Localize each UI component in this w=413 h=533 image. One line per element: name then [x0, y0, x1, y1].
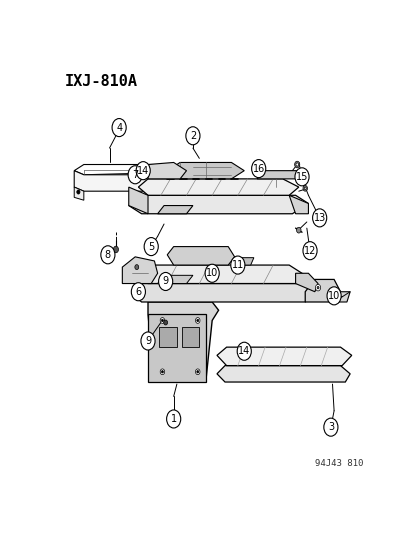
Circle shape — [136, 161, 150, 180]
Text: 13: 13 — [313, 213, 325, 223]
Polygon shape — [167, 247, 234, 265]
Circle shape — [230, 256, 244, 274]
Circle shape — [112, 118, 126, 136]
Text: 14: 14 — [237, 346, 250, 356]
Text: 4: 4 — [116, 123, 122, 133]
Polygon shape — [159, 327, 176, 347]
Circle shape — [302, 241, 316, 260]
Polygon shape — [122, 257, 157, 284]
Circle shape — [140, 332, 155, 350]
Polygon shape — [138, 265, 304, 284]
Text: 16: 16 — [252, 164, 264, 174]
Circle shape — [166, 410, 180, 428]
Text: 9: 9 — [162, 277, 169, 286]
Text: 6: 6 — [135, 287, 141, 297]
Circle shape — [315, 284, 320, 291]
Polygon shape — [295, 273, 317, 292]
Circle shape — [251, 159, 265, 177]
Text: 11: 11 — [231, 260, 243, 270]
Polygon shape — [157, 206, 192, 214]
Text: IXJ-810A: IXJ-810A — [64, 74, 137, 89]
Polygon shape — [74, 187, 83, 200]
Text: 1: 1 — [170, 414, 176, 424]
Text: 9: 9 — [145, 336, 151, 346]
Circle shape — [316, 286, 318, 289]
Polygon shape — [164, 187, 170, 199]
Polygon shape — [330, 292, 349, 302]
Circle shape — [323, 418, 337, 436]
Circle shape — [160, 369, 164, 375]
Circle shape — [128, 166, 142, 184]
Circle shape — [76, 190, 80, 194]
Polygon shape — [288, 195, 308, 214]
Polygon shape — [231, 257, 253, 265]
Circle shape — [312, 209, 326, 227]
Polygon shape — [157, 276, 192, 284]
Text: 94J43 810: 94J43 810 — [314, 459, 362, 468]
Polygon shape — [128, 195, 308, 214]
Text: 10: 10 — [206, 268, 218, 278]
Circle shape — [196, 319, 198, 322]
Text: 2: 2 — [189, 131, 196, 141]
Text: 3: 3 — [327, 422, 333, 432]
Circle shape — [296, 227, 300, 233]
Polygon shape — [148, 302, 218, 382]
Circle shape — [167, 183, 170, 187]
Circle shape — [237, 342, 251, 360]
Polygon shape — [74, 167, 170, 191]
Text: 5: 5 — [148, 241, 154, 252]
Text: 14: 14 — [137, 166, 149, 176]
Circle shape — [161, 370, 163, 373]
Circle shape — [185, 127, 199, 145]
Polygon shape — [148, 314, 205, 382]
Circle shape — [294, 161, 299, 168]
Text: 10: 10 — [327, 291, 339, 301]
Circle shape — [204, 264, 219, 282]
Polygon shape — [74, 165, 170, 175]
Circle shape — [101, 246, 115, 264]
Circle shape — [304, 187, 306, 190]
Polygon shape — [148, 163, 186, 179]
Circle shape — [195, 369, 199, 375]
Polygon shape — [256, 171, 301, 179]
Circle shape — [158, 272, 172, 290]
Circle shape — [195, 318, 199, 324]
Circle shape — [239, 259, 242, 264]
Polygon shape — [216, 366, 349, 382]
Polygon shape — [128, 187, 148, 214]
Text: 8: 8 — [104, 250, 111, 260]
Text: 7: 7 — [132, 170, 138, 180]
Polygon shape — [167, 163, 244, 179]
Polygon shape — [216, 347, 351, 366]
Circle shape — [295, 163, 298, 166]
Polygon shape — [181, 327, 199, 347]
Circle shape — [113, 246, 118, 253]
Circle shape — [294, 168, 309, 186]
Circle shape — [161, 319, 163, 322]
Circle shape — [196, 370, 198, 373]
Circle shape — [131, 282, 145, 301]
Text: 12: 12 — [303, 246, 316, 256]
Circle shape — [163, 320, 167, 325]
Circle shape — [302, 185, 307, 191]
Text: 15: 15 — [295, 172, 307, 182]
Circle shape — [160, 318, 164, 324]
Polygon shape — [304, 279, 340, 302]
Polygon shape — [132, 284, 317, 302]
Circle shape — [326, 287, 340, 305]
Circle shape — [135, 265, 138, 270]
Polygon shape — [138, 179, 298, 195]
Circle shape — [144, 238, 158, 256]
